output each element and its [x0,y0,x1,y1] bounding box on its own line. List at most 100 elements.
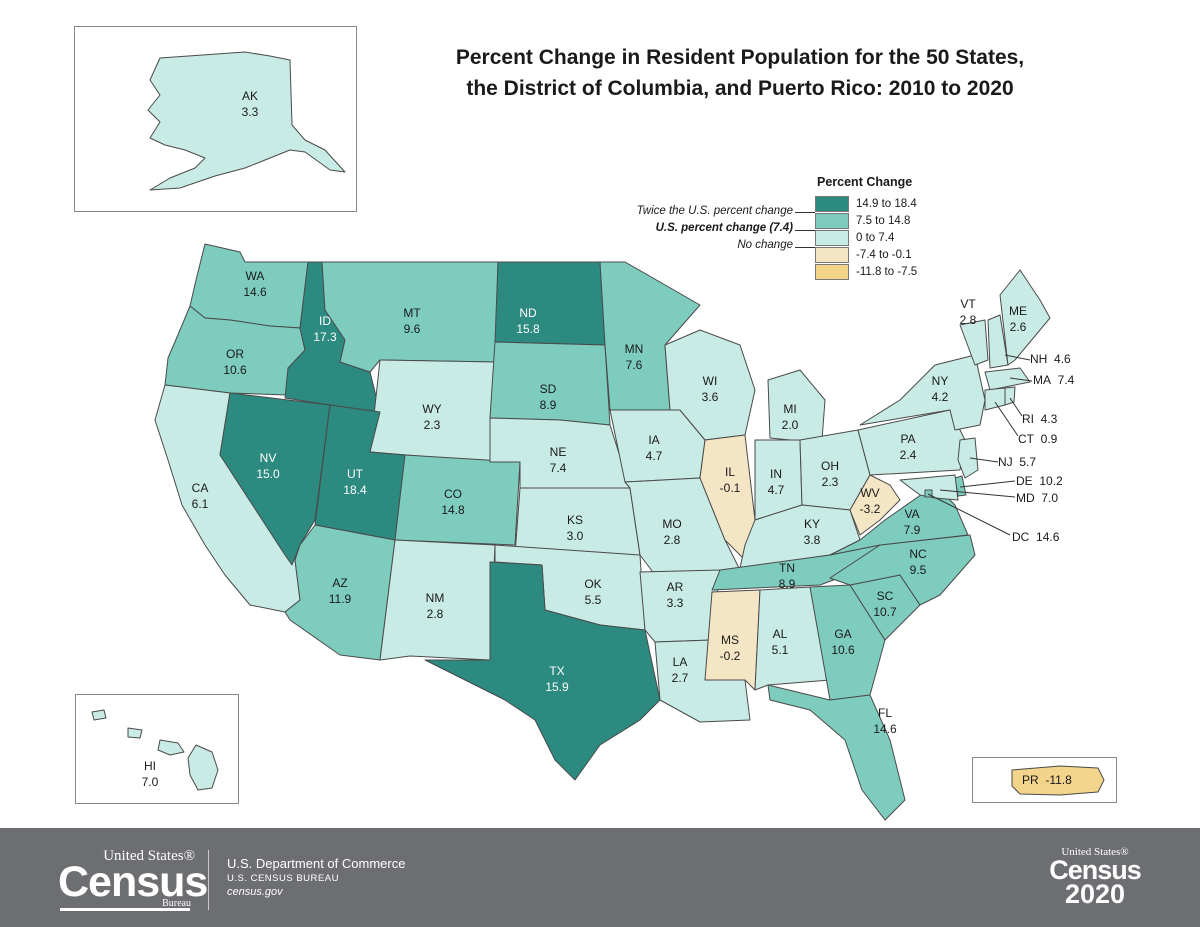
leader-MD [939,489,1016,498]
state-abbr-VA: VA [904,507,919,521]
legend-swatch-2 [815,213,849,229]
legend-note-us: U.S. percent change (7.4) [655,222,793,234]
legend-swatch-1 [815,196,849,212]
state-ME [999,269,1051,366]
title-line-2: the District of Columbia, and Puerto Ric… [466,77,1014,100]
state-value-CA: 6.1 [192,497,209,511]
legend-label-4: -7.4 to -0.1 [856,249,912,261]
state-value-WY: 2.3 [424,418,441,432]
state-value-ND: 15.8 [516,322,540,336]
state-value-PA: 2.4 [900,448,917,462]
c2020-census: Census [1049,855,1142,885]
state-value-WV: -3.2 [860,502,881,516]
c2020-year: 2020 [1064,879,1126,909]
state-value-ME: 2.6 [1010,320,1027,334]
state-shapes [91,51,1105,821]
leader-RI [1009,397,1023,417]
state-abbr-SC: SC [877,589,894,603]
logo-census: Census [58,858,208,906]
state-value-AR: 3.3 [667,596,684,610]
state-value-AL: 5.1 [772,643,789,657]
label-MD: MD 7.0 [1016,491,1059,505]
state-RI [1004,386,1016,406]
legend-note-twice: Twice the U.S. percent change [636,205,793,217]
state-abbr-ME: ME [1009,304,1027,318]
state-CO [394,454,521,546]
state-abbr-CO: CO [444,487,462,501]
state-abbr-OH: OH [821,459,839,473]
census-bureau-logo: United States® Census Bureau [58,848,208,912]
state-abbr-MI: MI [783,402,796,416]
state-VT [959,319,989,366]
legend-row-1: 14.9 to 18.4 [815,196,917,212]
map-title: Percent Change in Resident Population fo… [380,42,1100,104]
state-MS [704,589,761,691]
state-abbr-MN: MN [625,342,644,356]
state-value-VA: 7.9 [904,523,921,537]
state-abbr-WI: WI [703,374,718,388]
state-abbr-OK: OK [584,577,601,591]
state-value-IN: 4.7 [768,483,785,497]
state-abbr-HI: HI [144,759,156,773]
state-abbr-NV: NV [260,451,277,465]
leader-DE [959,480,1016,488]
state-TX [424,561,661,781]
legend-note-none: No change [737,239,793,251]
state-abbr-AK: AK [242,89,258,103]
label-PR: PR -11.8 [1022,773,1072,787]
state-value-NC: 9.5 [910,563,927,577]
state-abbr-ID: ID [319,314,331,328]
leader-DC [927,493,1011,536]
label-MA: MA 7.4 [1033,373,1075,387]
state-abbr-MO: MO [662,517,681,531]
census-website[interactable]: census.gov [227,886,283,898]
legend-swatch-3 [815,230,849,246]
state-value-IA: 4.7 [646,449,663,463]
state-AK [147,51,346,191]
state-abbr-KS: KS [567,513,583,527]
footer-bar: United States® Census Bureau U.S. Depart… [0,828,1200,927]
state-abbr-NC: NC [909,547,927,561]
census-2020-logo: United States® Census 2020 [1040,846,1150,912]
label-DC: DC 14.6 [1012,530,1060,544]
state-value-HI: 7.0 [142,775,159,789]
legend-note-line-3 [795,247,815,248]
state-GA [809,584,886,701]
state-abbr-VT: VT [960,297,976,311]
state-value-NE: 7.4 [550,461,567,475]
state-NM [379,539,496,661]
state-value-SD: 8.9 [540,398,557,412]
state-abbr-TX: TX [549,664,564,678]
state-FL [767,684,906,821]
state-value-LA: 2.7 [672,671,689,685]
state-abbr-MT: MT [403,306,421,320]
state-value-NY: 4.2 [932,390,949,404]
state-value-TX: 15.9 [545,680,569,694]
state-value-FL: 14.6 [873,722,897,736]
label-RI: RI 4.3 [1022,412,1058,426]
title-line-1: Percent Change in Resident Population fo… [455,46,1025,69]
state-abbr-AL: AL [773,627,788,641]
logo-united-states: United States® [103,848,195,864]
state-abbr-NE: NE [550,445,567,459]
state-abbr-MS: MS [721,633,739,647]
label-NJ: NJ 5.7 [998,455,1037,469]
leader-NH [1004,354,1031,361]
state-abbr-KY: KY [804,517,820,531]
state-value-MO: 2.8 [664,533,681,547]
legend-label-3: 0 to 7.4 [856,232,895,244]
leader-NJ [969,457,999,463]
state-abbr-GA: GA [834,627,851,641]
logo-bureau: Bureau [162,898,191,909]
leader-CT [994,401,1019,437]
state-value-WA: 14.6 [243,285,267,299]
state-value-GA: 10.6 [831,643,855,657]
state-AL [754,586,831,691]
logo-underline [60,908,190,911]
label-CT: CT 0.9 [1018,432,1058,446]
state-value-MI: 2.0 [782,418,799,432]
state-value-TN: 8.9 [779,577,796,591]
legend-swatch-5 [815,264,849,280]
state-value-IL: -0.1 [720,481,741,495]
